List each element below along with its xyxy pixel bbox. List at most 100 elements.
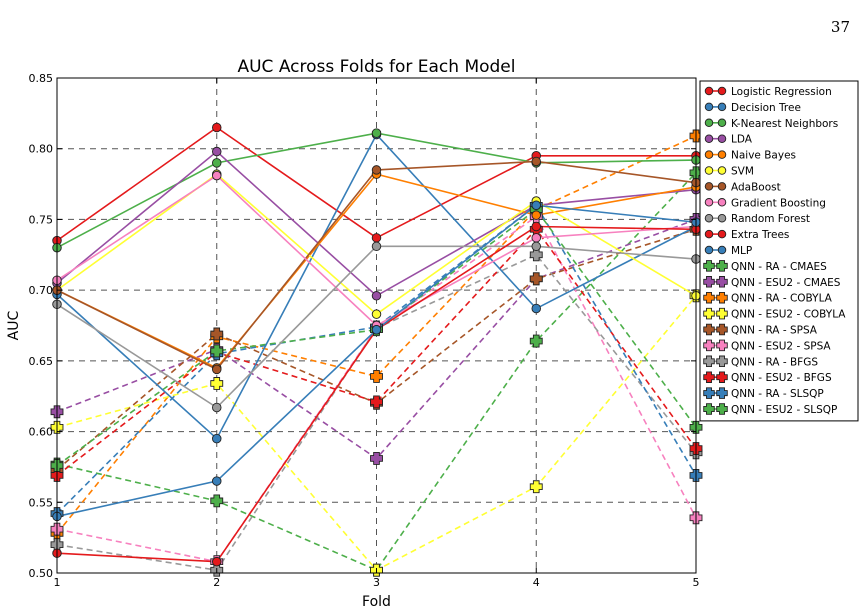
legend-label: QNN - ESU2 - BFGS	[731, 372, 832, 384]
circle-marker	[531, 233, 542, 243]
x-tick-label: 3	[373, 576, 380, 589]
plus-marker	[716, 387, 728, 399]
circle-marker	[531, 156, 542, 167]
circle-marker	[717, 134, 727, 143]
plus-marker	[529, 334, 543, 348]
circle-marker	[371, 324, 382, 335]
plus-marker	[210, 327, 224, 341]
plus-marker	[703, 276, 715, 288]
y-tick-label: 0.80	[29, 143, 54, 156]
circle-marker	[704, 86, 714, 96]
x-tick-label: 2	[213, 576, 220, 589]
plus-marker	[716, 403, 728, 415]
plus-marker	[703, 403, 715, 415]
circle-marker	[211, 433, 222, 444]
circle-marker	[717, 182, 727, 191]
circle-marker	[717, 198, 727, 207]
plus-marker	[716, 307, 728, 320]
circle-marker	[211, 122, 222, 133]
plus-marker	[703, 371, 715, 383]
legend: Logistic Regression Decision Tree K-Neares…	[699, 80, 859, 422]
legend-label: SVM	[731, 166, 754, 178]
circle-marker	[211, 146, 222, 157]
circle-marker	[211, 402, 222, 413]
circle-marker	[704, 245, 714, 255]
circle-marker	[531, 210, 542, 220]
circle-marker	[371, 165, 382, 175]
series-line	[56, 204, 697, 515]
legend-label: QNN - ESU2 - COBYLA	[731, 309, 846, 321]
series-line	[56, 228, 697, 477]
x-tick-label: 4	[533, 576, 540, 589]
circle-marker	[704, 182, 714, 191]
plus-marker	[703, 387, 715, 399]
plus-marker	[210, 494, 224, 508]
plus-marker	[529, 248, 543, 262]
plus-marker	[716, 339, 728, 352]
circle-marker	[531, 200, 542, 211]
plus-marker	[210, 344, 224, 358]
circle-marker	[531, 303, 542, 314]
x-tick-label: 5	[693, 576, 700, 589]
plus-marker	[370, 369, 383, 383]
y-axis-label: AUC	[6, 310, 22, 340]
plus-marker	[716, 371, 728, 383]
circle-marker	[717, 86, 727, 96]
circle-marker	[211, 158, 222, 168]
plus-marker	[703, 307, 715, 320]
chart-title: AUC Across Folds for Each Model	[237, 57, 515, 77]
circle-marker	[531, 241, 542, 252]
legend-label: AdaBoost	[731, 181, 781, 193]
legend-label: K-Nearest Neighbors	[731, 118, 838, 130]
x-tick-label: 1	[54, 576, 61, 589]
circle-marker	[704, 150, 714, 159]
legend-label: Logistic Regression	[731, 86, 832, 98]
y-tick-label: 0.70	[29, 284, 54, 297]
legend-label: QNN - ESU2 - CMAES	[731, 277, 841, 289]
legend-label: Extra Trees	[731, 229, 789, 241]
circle-marker	[531, 221, 542, 232]
circle-marker	[211, 476, 222, 486]
legend-label: LDA	[731, 134, 753, 146]
legend-label: QNN - RA - SPSA	[731, 325, 818, 337]
legend-label: QNN - ESU2 - SPSA	[731, 340, 831, 352]
legend-label: Naive Bayes	[731, 150, 796, 162]
legend-label: Gradient Boosting	[731, 197, 826, 209]
plus-marker	[210, 377, 224, 390]
circle-marker	[704, 166, 714, 175]
circle-marker	[211, 364, 222, 375]
legend-label: QNN - RA - CMAES	[731, 261, 827, 273]
circle-marker	[717, 118, 727, 128]
plus-marker	[716, 323, 728, 336]
circle-marker	[717, 102, 727, 112]
plus-marker	[529, 480, 543, 494]
legend-label: Decision Tree	[731, 102, 801, 114]
circle-marker	[704, 102, 714, 112]
y-tick-label: 0.55	[29, 496, 54, 509]
circle-marker	[717, 229, 727, 239]
plus-marker	[716, 260, 728, 272]
circle-marker	[704, 213, 714, 223]
circle-marker	[704, 134, 714, 143]
legend-label: QNN - RA - SLSQP	[731, 388, 824, 400]
legend-label: Random Forest	[731, 213, 810, 225]
plus-marker	[703, 355, 715, 368]
circle-marker	[704, 198, 714, 207]
circle-marker	[704, 229, 714, 239]
plus-marker	[716, 291, 728, 304]
legend-label: QNN - RA - COBYLA	[731, 293, 833, 305]
plus-marker	[703, 339, 715, 352]
plus-marker	[703, 291, 715, 304]
page-number: 37	[830, 18, 850, 36]
axis-ticks: 0.50 0.55 0.60 0.65 0.70 0.75 0.80 0.85 1 2 3 4 5	[29, 72, 700, 589]
plus-marker	[703, 323, 715, 336]
plus-marker	[529, 272, 543, 286]
circle-marker	[211, 556, 222, 567]
plus-marker	[716, 276, 728, 288]
circle-marker	[211, 170, 222, 181]
circle-marker	[717, 166, 727, 175]
circle-marker	[371, 233, 382, 243]
x-axis-label: Fold	[362, 594, 391, 610]
circle-marker	[371, 291, 382, 301]
